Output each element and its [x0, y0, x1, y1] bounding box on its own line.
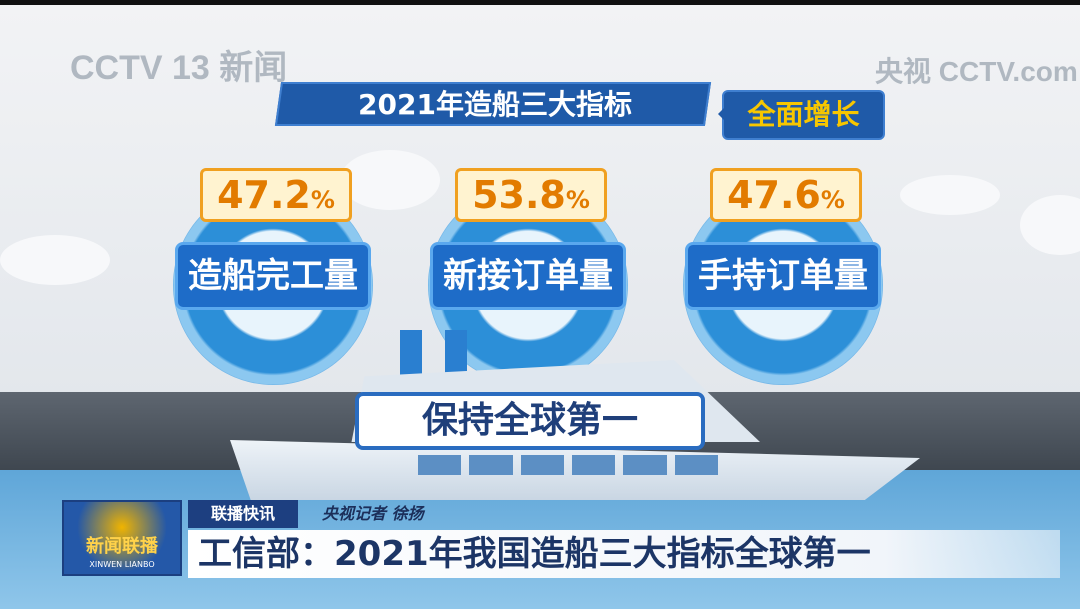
cloud	[0, 235, 110, 285]
indicator-label: 手持订单量	[685, 242, 881, 310]
segment-tag: 联播快讯	[188, 500, 298, 528]
reporter-credit: 央视记者 徐扬	[322, 504, 424, 523]
indicator-value: 47.2%	[200, 168, 352, 222]
xinwen-lianbo-logo: 新闻联播 XINWEN LIANBO	[62, 500, 182, 576]
indicator-label: 新接订单量	[430, 242, 626, 310]
growth-badge: 全面增长	[718, 90, 885, 140]
page-title: 2021年造船三大指标	[358, 88, 632, 121]
logo-pinyin: XINWEN LIANBO	[89, 560, 155, 569]
cctv-watermark-right: 央视 CCTV.com	[875, 56, 1078, 87]
indicator-label: 造船完工量	[175, 242, 371, 310]
ship-windows	[418, 455, 718, 475]
logo-text: 新闻联播	[86, 536, 158, 557]
cctv-watermark-left: CCTV 13 新闻	[70, 49, 288, 87]
indicator-value: 47.6%	[710, 168, 862, 222]
news-headline: 工信部：2021年我国造船三大指标全球第一	[188, 530, 1060, 578]
cloud	[340, 150, 440, 210]
cloud	[900, 175, 1000, 215]
slogan-label: 保持全球第一	[355, 392, 705, 450]
top-border	[0, 0, 1080, 5]
cloud	[1020, 195, 1080, 255]
indicator-value: 53.8%	[455, 168, 607, 222]
